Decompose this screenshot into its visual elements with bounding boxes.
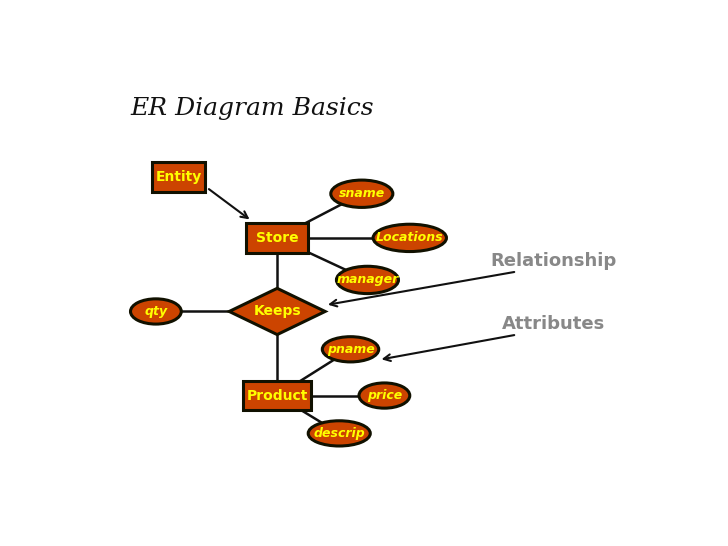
Polygon shape	[229, 288, 325, 335]
Text: Entity: Entity	[155, 170, 202, 184]
Ellipse shape	[130, 299, 181, 324]
Text: Product: Product	[247, 389, 308, 402]
Ellipse shape	[359, 383, 410, 408]
Text: pname: pname	[327, 343, 374, 356]
Text: qty: qty	[144, 305, 167, 318]
Text: Locations: Locations	[376, 232, 443, 245]
Ellipse shape	[323, 337, 379, 362]
Ellipse shape	[308, 421, 371, 446]
FancyBboxPatch shape	[246, 223, 308, 253]
Text: sname: sname	[339, 187, 385, 200]
Ellipse shape	[373, 224, 446, 252]
Text: Relationship: Relationship	[491, 252, 617, 270]
Text: Attributes: Attributes	[502, 315, 605, 333]
Text: Keeps: Keeps	[253, 305, 301, 318]
FancyBboxPatch shape	[85, 61, 661, 490]
FancyBboxPatch shape	[151, 162, 205, 192]
Text: Store: Store	[256, 231, 298, 245]
Text: price: price	[367, 389, 402, 402]
Text: ER Diagram Basics: ER Diagram Basics	[130, 97, 374, 120]
Text: manager: manager	[336, 274, 399, 287]
Text: descrip: descrip	[313, 427, 365, 440]
FancyBboxPatch shape	[243, 381, 311, 410]
Ellipse shape	[336, 266, 398, 294]
Ellipse shape	[331, 180, 393, 207]
